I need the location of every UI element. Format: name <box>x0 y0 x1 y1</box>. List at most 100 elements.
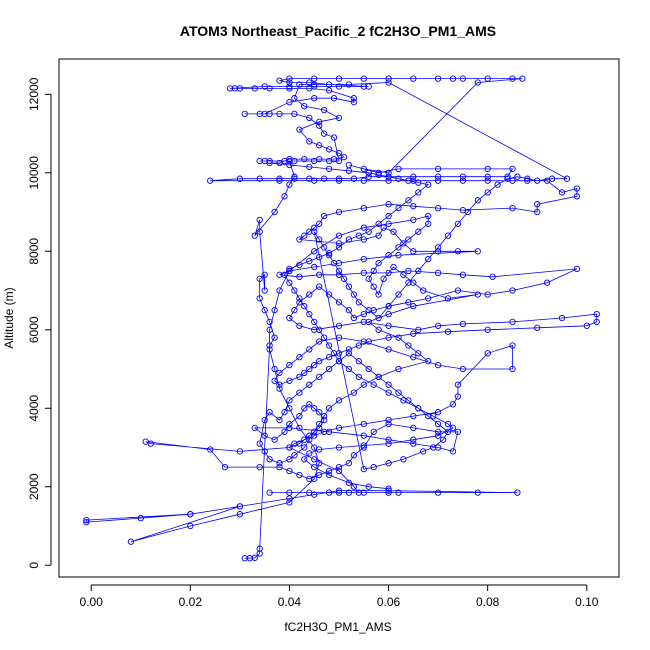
data-point <box>335 150 343 157</box>
data-point <box>390 263 397 271</box>
data-point <box>420 287 427 294</box>
data-point <box>360 236 367 243</box>
data-point <box>454 220 462 227</box>
data-point <box>543 279 551 286</box>
data-point <box>286 155 293 163</box>
data-point <box>583 322 590 329</box>
data-point <box>350 314 358 322</box>
data-point <box>296 261 303 269</box>
data-point <box>395 489 402 496</box>
data-point <box>434 432 442 439</box>
data-point <box>256 216 263 224</box>
data-point <box>266 110 273 118</box>
data-point <box>316 446 323 453</box>
data-point <box>415 267 422 275</box>
data-point <box>236 511 244 518</box>
data-point <box>385 310 392 318</box>
data-point <box>271 377 278 384</box>
data-point <box>276 460 283 467</box>
data-point <box>375 171 382 178</box>
data-point <box>385 487 392 494</box>
data-point <box>301 444 308 451</box>
data-point <box>296 354 303 361</box>
data-point <box>345 307 353 314</box>
data-point <box>335 267 343 275</box>
data-point <box>296 126 303 133</box>
data-point <box>276 77 283 84</box>
data-point <box>261 83 268 90</box>
data-point <box>291 173 298 180</box>
data-point <box>509 342 516 349</box>
data-point <box>375 232 382 239</box>
data-point <box>266 489 273 496</box>
data-point <box>400 240 407 247</box>
data-point <box>434 165 442 173</box>
data-point <box>395 252 402 259</box>
data-point <box>350 95 358 102</box>
data-point <box>335 467 343 475</box>
data-point <box>276 381 283 388</box>
data-point <box>415 326 422 333</box>
data-point <box>306 257 313 265</box>
chart-title: ATOM3 Northeast_Pacific_2 fC2H3O_PM1_AMS <box>180 23 496 39</box>
data-point <box>395 365 402 373</box>
data-point <box>207 177 214 184</box>
data-point <box>316 471 323 479</box>
data-point <box>335 322 343 329</box>
data-point <box>330 134 338 141</box>
data-point <box>415 189 422 196</box>
data-point <box>425 358 432 365</box>
data-point <box>281 193 288 200</box>
data-point <box>261 448 268 455</box>
data-point <box>410 424 417 432</box>
x-tick-label: 0.08 <box>476 595 500 609</box>
data-point <box>236 448 244 455</box>
y-tick-label: 4000 <box>27 395 41 422</box>
data-point <box>434 248 442 255</box>
data-point <box>365 173 372 180</box>
data-point <box>425 295 432 302</box>
data-point <box>459 271 467 278</box>
data-point <box>385 169 392 176</box>
data-point <box>296 295 303 302</box>
data-point <box>434 177 442 184</box>
data-point <box>325 354 333 361</box>
data-point <box>509 318 516 326</box>
data-point <box>311 456 318 463</box>
data-point <box>459 177 467 184</box>
data-point <box>281 271 288 278</box>
data-point <box>251 554 258 561</box>
data-point <box>360 255 367 263</box>
data-point <box>251 85 258 92</box>
data-point <box>514 173 521 180</box>
data-point <box>296 299 303 306</box>
data-point <box>306 291 313 298</box>
data-point <box>524 177 531 184</box>
data-point <box>444 295 452 302</box>
data-point <box>311 81 318 88</box>
data-point <box>444 328 452 335</box>
data-point <box>316 460 323 467</box>
data-point <box>311 428 318 435</box>
data-point <box>385 420 392 428</box>
data-point <box>301 369 308 377</box>
data-point <box>266 456 273 463</box>
data-point <box>286 79 293 86</box>
data-point <box>316 155 323 163</box>
data-point <box>207 446 214 453</box>
data-point <box>340 275 348 282</box>
data-point <box>365 228 372 235</box>
data-point <box>360 465 367 473</box>
data-point <box>276 159 283 167</box>
data-point <box>350 99 358 106</box>
data-point <box>365 483 372 490</box>
data-point <box>434 322 442 329</box>
data-point <box>311 83 318 90</box>
data-point <box>335 83 343 90</box>
data-point <box>276 110 283 118</box>
data-point <box>256 175 263 182</box>
data-point <box>335 444 343 451</box>
data-point <box>573 193 581 200</box>
x-tick-label: 0.02 <box>179 595 203 609</box>
data-point <box>335 271 343 278</box>
